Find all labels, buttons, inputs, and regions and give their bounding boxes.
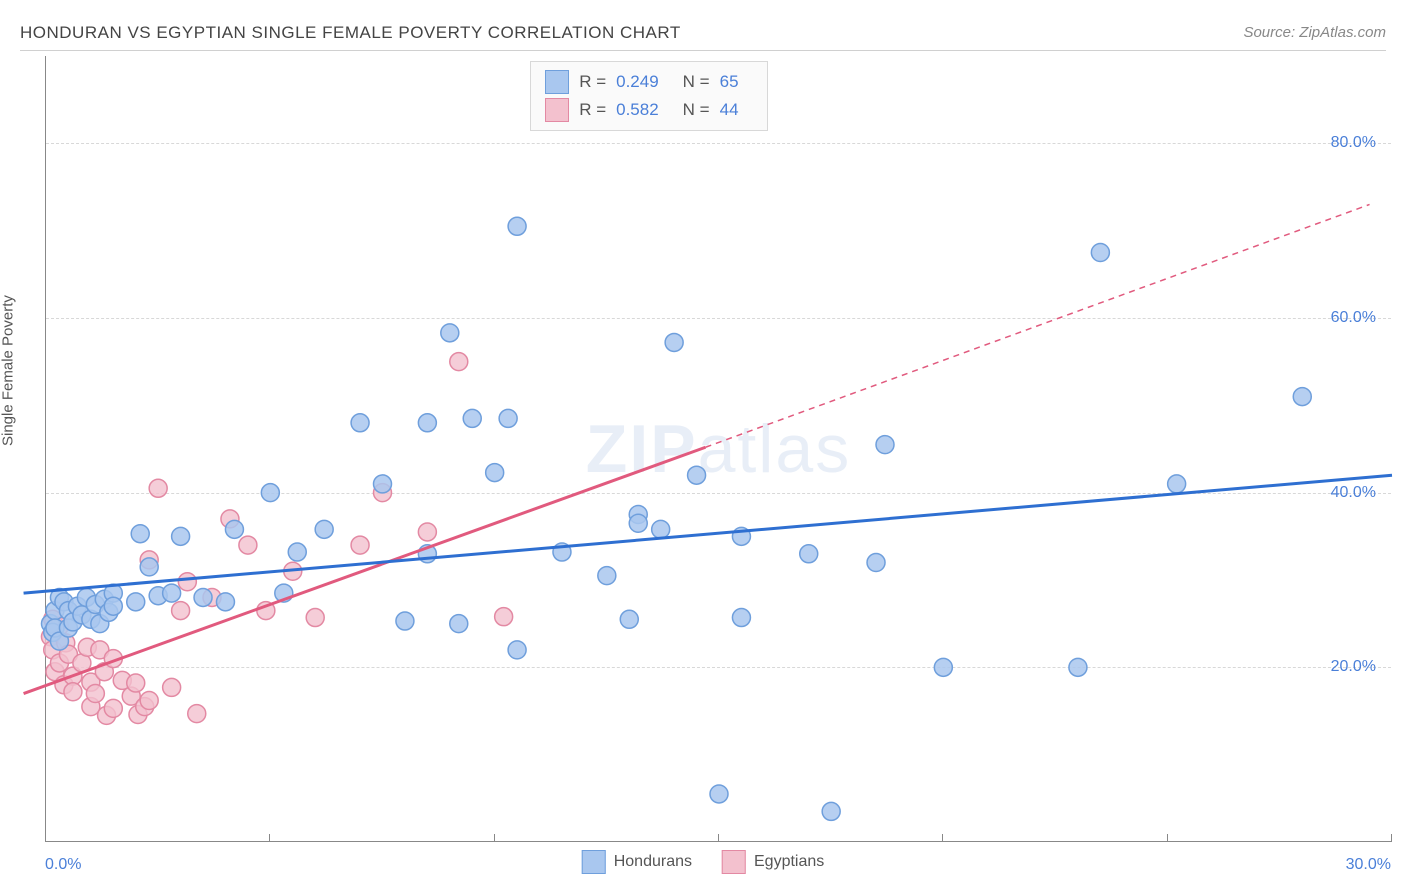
y-axis-label: Single Female Poverty [0,295,17,446]
egyptians-point [104,699,122,717]
hondurans-point [688,466,706,484]
hondurans-point [127,593,145,611]
egyptians-point [86,685,104,703]
hondurans-point [450,615,468,633]
egyptians-point [418,523,436,541]
hondurans-point [463,409,481,427]
hondurans-point [216,593,234,611]
hondurans-point [620,610,638,628]
bottom-legend: Hondurans Egyptians [582,850,825,874]
chart-source: Source: ZipAtlas.com [1243,24,1386,41]
chart-title: HONDURAN VS EGYPTIAN SINGLE FEMALE POVER… [20,23,681,43]
hondurans-point [800,545,818,563]
swatch-egyptians [545,98,569,122]
egyptians-point [178,573,196,591]
hondurans-point [934,658,952,676]
egyptians-point [495,608,513,626]
hondurans-point [876,436,894,454]
x-tick [1391,834,1392,842]
plot-area: ZIPatlas R = 0.249 N = 65 R = 0.582 N = … [45,56,1391,842]
x-tick [718,834,719,842]
legend-item-hondurans: Hondurans [582,850,692,874]
egyptians-point [450,353,468,371]
hondurans-point [418,414,436,432]
hondurans-point [1293,388,1311,406]
hondurans-point [508,641,526,659]
stats-row-egyptians: R = 0.582 N = 44 [545,96,752,124]
hondurans-point [163,584,181,602]
hondurans-point [131,525,149,543]
r-label: R = [579,100,606,120]
egyptians-point [149,479,167,497]
legend-label-egyptians: Egyptians [754,853,824,871]
hondurans-point [629,514,647,532]
x-tick [45,834,46,842]
hondurans-point [396,612,414,630]
hondurans-point [710,785,728,803]
legend-swatch-egyptians [722,850,746,874]
egyptians-trend-dashed [706,204,1370,447]
hondurans-point [288,543,306,561]
chart-header: HONDURAN VS EGYPTIAN SINGLE FEMALE POVER… [20,15,1386,51]
hondurans-point [194,588,212,606]
r-value-egyptians: 0.582 [616,100,659,120]
y-tick-label: 60.0% [1331,309,1376,327]
x-tick [494,834,495,842]
legend-label-hondurans: Hondurans [614,853,692,871]
hondurans-point [104,597,122,615]
hondurans-point [867,554,885,572]
egyptians-point [140,692,158,710]
hondurans-point [172,527,190,545]
x-tick [1167,834,1168,842]
n-value-egyptians: 44 [720,100,739,120]
r-label: R = [579,72,606,92]
hondurans-point [225,520,243,538]
swatch-hondurans [545,70,569,94]
hondurans-point [732,609,750,627]
hondurans-point [665,333,683,351]
egyptians-point [64,683,82,701]
n-label: N = [683,100,710,120]
hondurans-point [1091,244,1109,262]
hondurans-point [598,567,616,585]
hondurans-point [441,324,459,342]
y-tick-label: 20.0% [1331,658,1376,676]
stats-row-hondurans: R = 0.249 N = 65 [545,68,752,96]
hondurans-point [1168,475,1186,493]
n-label: N = [683,72,710,92]
x-tick [269,834,270,842]
hondurans-point [822,802,840,820]
r-value-hondurans: 0.249 [616,72,659,92]
chart-svg [46,56,1391,841]
legend-swatch-hondurans [582,850,606,874]
hondurans-point [486,464,504,482]
chart-container: HONDURAN VS EGYPTIAN SINGLE FEMALE POVER… [0,0,1406,892]
hondurans-point [652,520,670,538]
y-tick-label: 80.0% [1331,134,1376,152]
egyptians-point [188,705,206,723]
hondurans-point [140,558,158,576]
hondurans-point [351,414,369,432]
legend-item-egyptians: Egyptians [722,850,824,874]
egyptians-point [306,609,324,627]
egyptians-point [127,674,145,692]
egyptians-point [351,536,369,554]
x-tick [942,834,943,842]
egyptians-point [239,536,257,554]
hondurans-point [499,409,517,427]
egyptians-point [172,602,190,620]
hondurans-point [1069,658,1087,676]
stats-box: R = 0.249 N = 65 R = 0.582 N = 44 [530,61,767,131]
hondurans-point [374,475,392,493]
egyptians-point [163,678,181,696]
x-axis-max-label: 30.0% [1346,856,1391,874]
y-tick-label: 40.0% [1331,484,1376,502]
hondurans-point [261,484,279,502]
hondurans-point [315,520,333,538]
n-value-hondurans: 65 [720,72,739,92]
x-axis-min-label: 0.0% [45,856,81,874]
hondurans-point [508,217,526,235]
